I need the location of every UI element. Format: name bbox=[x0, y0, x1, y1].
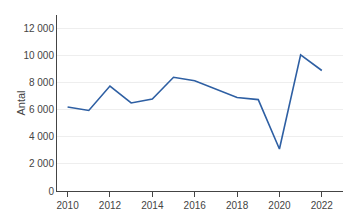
svg-text:2020: 2020 bbox=[268, 200, 291, 211]
svg-text:Antal: Antal bbox=[15, 90, 27, 115]
svg-text:2022: 2022 bbox=[311, 200, 334, 211]
svg-text:2 000: 2 000 bbox=[29, 158, 54, 169]
svg-text:2014: 2014 bbox=[141, 200, 164, 211]
svg-text:12 000: 12 000 bbox=[23, 23, 54, 34]
svg-text:2016: 2016 bbox=[184, 200, 207, 211]
svg-text:2018: 2018 bbox=[226, 200, 249, 211]
svg-text:2010: 2010 bbox=[56, 200, 79, 211]
svg-text:0: 0 bbox=[48, 186, 54, 197]
svg-text:2012: 2012 bbox=[99, 200, 122, 211]
svg-text:4 000: 4 000 bbox=[29, 131, 54, 142]
svg-text:8 000: 8 000 bbox=[29, 77, 54, 88]
svg-text:6 000: 6 000 bbox=[29, 104, 54, 115]
svg-text:10 000: 10 000 bbox=[23, 50, 54, 61]
